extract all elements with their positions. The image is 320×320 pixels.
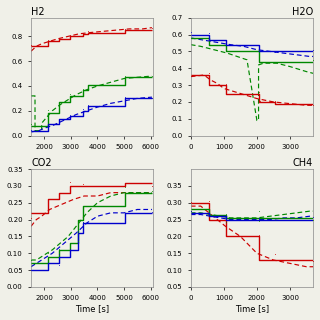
Text: H2: H2 bbox=[31, 7, 45, 17]
Text: H2O: H2O bbox=[292, 7, 313, 17]
Text: CO2: CO2 bbox=[31, 158, 52, 168]
X-axis label: Time [s]: Time [s] bbox=[75, 304, 109, 313]
Text: CH4: CH4 bbox=[293, 158, 313, 168]
X-axis label: Time [s]: Time [s] bbox=[235, 304, 269, 313]
